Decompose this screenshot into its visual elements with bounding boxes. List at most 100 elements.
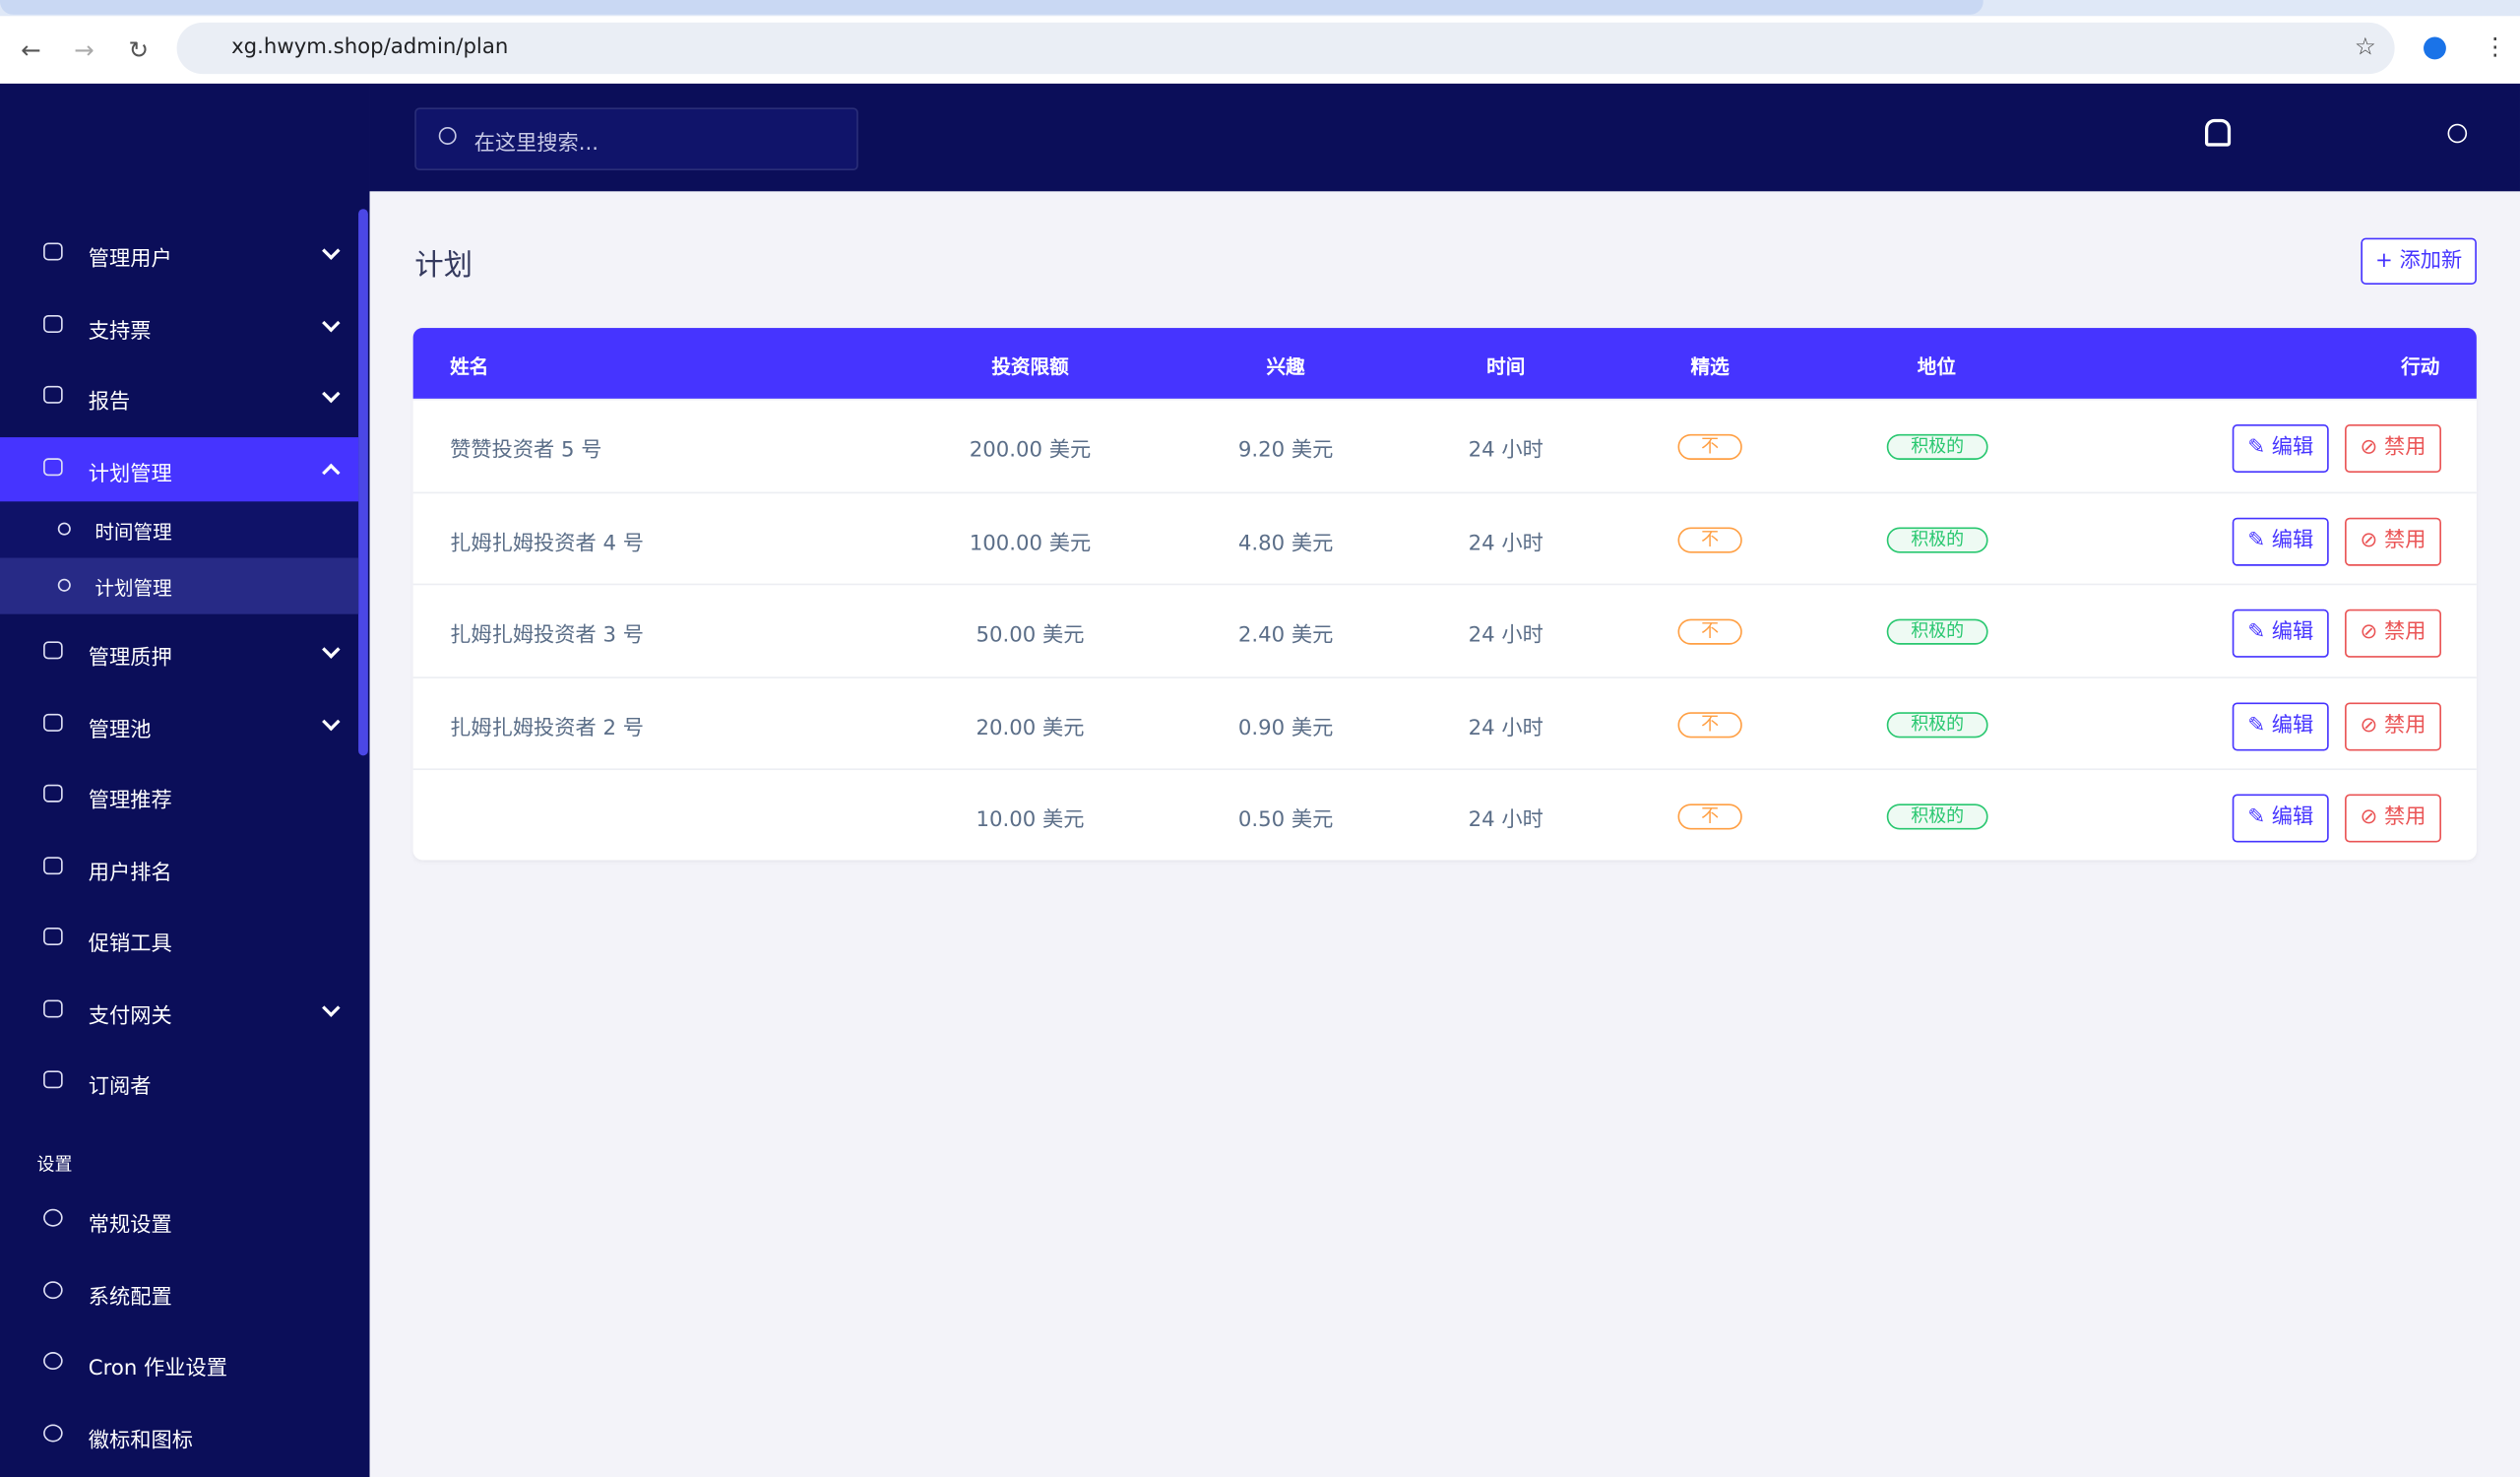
- menu-arrow: [322, 463, 341, 482]
- menu-item[interactable]: 报告: [0, 365, 358, 429]
- settings-item[interactable]: 徽标和图标: [0, 1403, 358, 1467]
- cell-time: 24 小时: [1468, 531, 1544, 556]
- cell-amount: 200.00 美元: [969, 438, 1092, 464]
- add-new-button[interactable]: + 添加新: [2361, 237, 2477, 285]
- cell-time: 24 小时: [1468, 623, 1544, 648]
- menu-item[interactable]: 管理池: [0, 693, 358, 757]
- top-bar: 在这里搜索...: [369, 83, 2520, 192]
- address-bar: ← → ↻ xg.hwym.shop/admin/plan ☆ ⋮: [0, 16, 2520, 84]
- status-badge: 积极的: [1886, 711, 1988, 738]
- menu-icon: [43, 1281, 63, 1300]
- menu-item[interactable]: 管理推荐: [0, 764, 358, 828]
- cell-time: 24 小时: [1468, 808, 1544, 833]
- disable-button[interactable]: ⊘ 禁用: [2345, 609, 2441, 658]
- menu-label: 用户排名: [88, 862, 172, 886]
- column-header: 姓名: [450, 354, 489, 378]
- tab-strip: [0, 0, 2520, 17]
- menu-label: Cron 作业设置: [88, 1356, 227, 1381]
- submenu-dot: [57, 522, 71, 536]
- menu-label: 支持票: [88, 319, 152, 345]
- menu-icon: [43, 385, 63, 404]
- edit-button[interactable]: ✎ 编辑: [2232, 701, 2329, 750]
- notification-bell[interactable]: [2204, 118, 2232, 147]
- url-field[interactable]: xg.hwym.shop/admin/plan ☆: [176, 22, 2395, 75]
- menu-icon: [43, 458, 63, 477]
- featured-badge: 不: [1677, 433, 1742, 460]
- menu-label: 报告: [88, 390, 131, 416]
- status-badge: 积极的: [1886, 618, 1988, 645]
- sidebar: 管理用户支持票报告计划管理管理质押管理池管理推荐用户排名促销工具支付网关订阅者 时…: [0, 83, 370, 1477]
- menu-item[interactable]: 支持票: [0, 294, 358, 358]
- menu-icon: [43, 1352, 63, 1371]
- bookmark-star[interactable]: ☆: [2354, 32, 2376, 62]
- menu-button[interactable]: ⋮: [2483, 32, 2507, 62]
- submenu-item[interactable]: 时间管理: [0, 501, 358, 557]
- plan-name: 扎姆扎姆投资者 4 号: [450, 531, 644, 556]
- menu-item[interactable]: 用户排名: [0, 836, 358, 900]
- featured-badge: 不: [1677, 803, 1742, 830]
- back-button[interactable]: ←: [21, 34, 41, 65]
- menu-label: 计划管理: [88, 463, 172, 487]
- cell-interest: 4.80 美元: [1237, 531, 1334, 556]
- table-row: 赞赞投资者 5 号 200.00 美元 9.20 美元 24 小时 不 积极的 ✎ 编辑 ⊘ …: [412, 398, 2477, 492]
- table-row: 扎姆扎姆投资者 3 号 50.00 美元 2.40 美元 24 小时 不 积极的 ✎ 编辑 ⊘…: [412, 583, 2477, 677]
- forward-button[interactable]: →: [74, 34, 94, 65]
- plan-name: 扎姆扎姆投资者 3 号: [450, 623, 644, 648]
- menu-label: 支付网关: [88, 1004, 172, 1029]
- settings-item[interactable]: 系统配置: [0, 1260, 358, 1324]
- menu-item[interactable]: 管理质押: [0, 620, 358, 684]
- featured-badge: 不: [1677, 618, 1742, 645]
- menu-item[interactable]: 促销工具: [0, 907, 358, 971]
- disable-button[interactable]: ⊘ 禁用: [2345, 424, 2441, 473]
- status-badge: 积极的: [1886, 433, 1988, 460]
- status-badge: 积极的: [1886, 526, 1988, 552]
- cell-amount: 100.00 美元: [969, 531, 1092, 556]
- disable-button[interactable]: ⊘ 禁用: [2345, 794, 2441, 843]
- edit-button[interactable]: ✎ 编辑: [2232, 516, 2329, 565]
- menu-icon: [43, 928, 63, 945]
- submenu-label: 时间管理: [94, 520, 172, 544]
- menu-item[interactable]: 计划管理: [0, 437, 359, 502]
- menu-item[interactable]: 管理用户: [0, 222, 358, 286]
- menu-label: 管理用户: [88, 247, 172, 272]
- submenu-dot: [57, 578, 71, 592]
- tab[interactable]: [0, 0, 1984, 15]
- search-placeholder: 在这里搜索...: [473, 131, 599, 157]
- menu-label: 管理推荐: [88, 789, 172, 814]
- page-title: 计划: [414, 249, 472, 284]
- settings-item[interactable]: Cron 作业设置: [0, 1331, 358, 1395]
- menu-label: 订阅者: [88, 1075, 152, 1100]
- edit-button[interactable]: ✎ 编辑: [2232, 424, 2329, 473]
- search-box[interactable]: 在这里搜索...: [414, 107, 858, 171]
- profile-icon[interactable]: [2424, 36, 2446, 60]
- disable-button[interactable]: ⊘ 禁用: [2345, 701, 2441, 750]
- menu-icon: [43, 857, 63, 875]
- edit-button[interactable]: ✎ 编辑: [2232, 794, 2329, 843]
- menu-icon: [43, 314, 63, 333]
- cell-interest: 0.50 美元: [1237, 808, 1334, 833]
- menu-icon: [43, 1070, 63, 1089]
- scrollbar: [358, 209, 368, 756]
- menu-item[interactable]: 订阅者: [0, 1050, 358, 1114]
- menu-arrow: [322, 712, 341, 732]
- edit-button[interactable]: ✎ 编辑: [2232, 609, 2329, 658]
- menu-label: 系统配置: [88, 1286, 172, 1311]
- settings-item[interactable]: 常规设置: [0, 1188, 358, 1252]
- featured-badge: 不: [1677, 526, 1742, 552]
- table-row: 扎姆扎姆投资者 4 号 100.00 美元 4.80 美元 24 小时 不 积极的 ✎ 编辑…: [412, 490, 2477, 585]
- menu-icon: [43, 1424, 63, 1443]
- table-row: 10.00 美元 0.50 美元 24 小时 不 积极的 ✎ 编辑 ⊘ 禁用: [412, 768, 2477, 860]
- menu-item[interactable]: 支付网关: [0, 979, 358, 1043]
- column-header: 精选: [1690, 354, 1730, 378]
- menu-label: 促销工具: [88, 931, 172, 957]
- menu-icon: [43, 242, 63, 261]
- cell-interest: 2.40 美元: [1237, 623, 1334, 648]
- menu-arrow: [322, 640, 341, 659]
- submenu-item[interactable]: 计划管理: [0, 557, 359, 614]
- menu-icon: [43, 713, 63, 732]
- disable-button[interactable]: ⊘ 禁用: [2345, 516, 2441, 565]
- reload-button[interactable]: ↻: [128, 34, 150, 65]
- menu-arrow: [322, 384, 341, 404]
- user-dropdown[interactable]: [2447, 123, 2468, 144]
